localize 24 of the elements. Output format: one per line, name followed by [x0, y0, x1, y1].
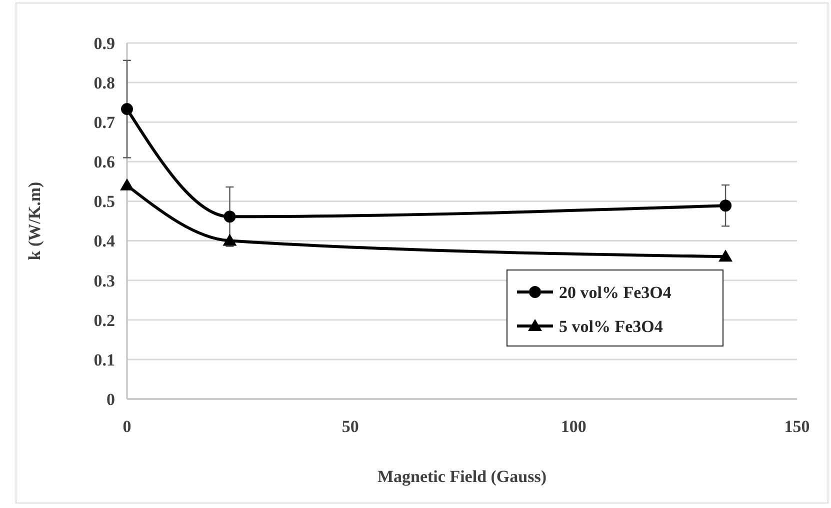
y-tick-label: 0.5 — [94, 192, 115, 212]
y-tick-label: 0 — [106, 390, 115, 409]
point — [222, 234, 237, 246]
legend-label: 5 vol% Fe3O4 — [559, 316, 664, 336]
point — [121, 103, 133, 116]
point — [120, 178, 134, 190]
x-tick-label: 50 — [342, 417, 359, 436]
y-tick-label: 0.9 — [94, 34, 115, 53]
x-tick-label: 0 — [122, 417, 132, 436]
x-tick-label: 100 — [560, 417, 586, 436]
y-tick-label: 0.6 — [94, 152, 115, 172]
y-tick-label: 0.7 — [94, 113, 116, 132]
y-tick-label: 0.8 — [94, 74, 115, 93]
y-tick-label: 0.2 — [94, 310, 115, 330]
x-tick-label: 150 — [784, 417, 810, 436]
y-tick-label: 0.1 — [94, 350, 115, 370]
x-axis-title: Magnetic Field (Gauss) — [377, 467, 547, 486]
y-tick-label: 0.4 — [94, 232, 116, 251]
point — [718, 250, 733, 262]
point — [224, 210, 236, 223]
legend-label: 20 vol% Fe3O4 — [559, 282, 672, 302]
y-tick-label: 0.3 — [94, 271, 115, 290]
y-axis-title: k (W/K.m) — [25, 182, 44, 260]
point — [720, 200, 732, 212]
